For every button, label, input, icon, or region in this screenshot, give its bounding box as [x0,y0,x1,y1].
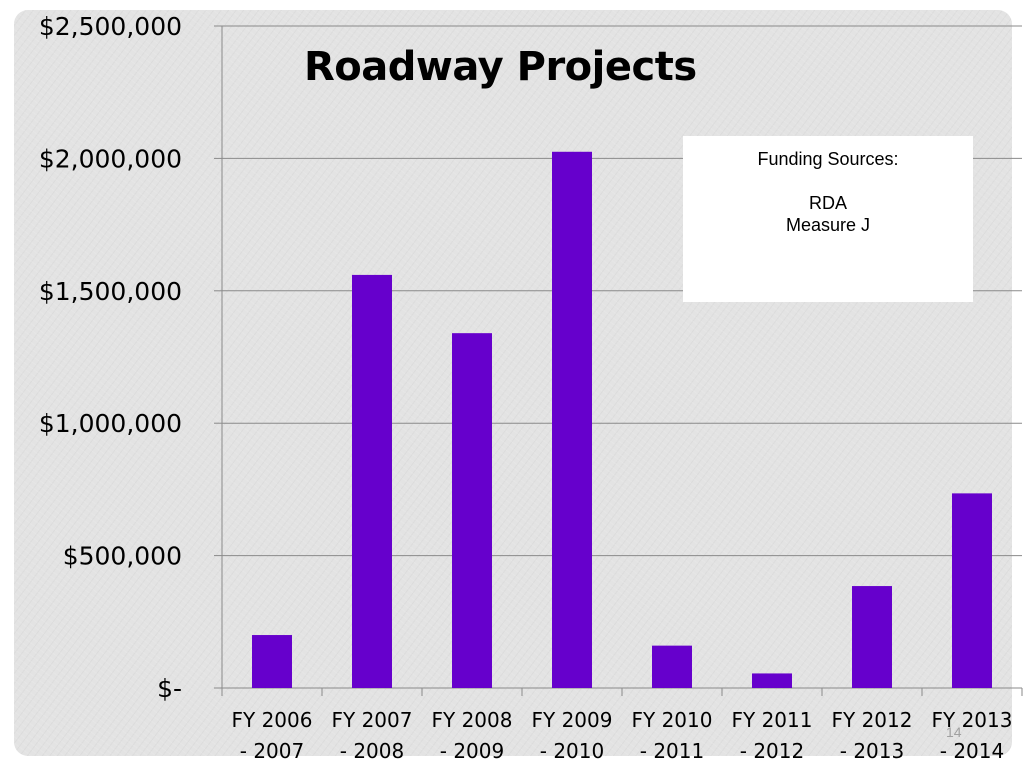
y-tick-label: $1,000,000 [39,409,182,438]
x-tick-label: FY 2009 [532,708,613,732]
x-tick-label: FY 2011 [732,708,813,732]
funding-sources-heading: Funding Sources: [757,149,899,169]
bar [352,274,392,688]
x-tick-label: FY 2006 [232,708,313,732]
bar [752,673,792,688]
y-tick-label: $500,000 [63,542,182,571]
y-tick-label: $1,500,000 [39,277,182,306]
chart-title: Roadway Projects [304,44,697,90]
bar [852,586,892,688]
x-tick-label: FY 2008 [432,708,513,732]
x-tick-label: FY 2012 [832,708,913,732]
x-tick-label: FY 2007 [332,708,413,732]
bar [252,635,292,688]
x-tick-label: - 2010 [540,739,604,763]
slide-number: 14 [946,724,962,740]
slide-background [14,10,1012,756]
bar [952,493,992,688]
x-tick-label: - 2014 [940,739,1004,763]
x-tick-label: - 2013 [840,739,904,763]
x-tick-label: - 2007 [240,739,304,763]
funding-sources-box: Funding Sources: RDA Measure J [683,136,973,302]
y-tick-label: $2,500,000 [39,12,182,41]
bar [652,645,692,688]
funding-source-rda: RDA [808,193,847,213]
x-tick-label: - 2008 [340,739,404,763]
bar [552,151,592,688]
y-tick-label: $- [157,674,182,703]
x-tick-label: - 2009 [440,739,504,763]
x-tick-label: - 2011 [640,739,704,763]
funding-source-measure-j: Measure J [785,215,871,235]
x-tick-label: FY 2010 [632,708,713,732]
y-tick-label: $2,000,000 [39,144,182,173]
bar [452,333,492,688]
x-tick-label: FY 2013 [932,708,1013,732]
x-tick-label: - 2012 [740,739,804,763]
